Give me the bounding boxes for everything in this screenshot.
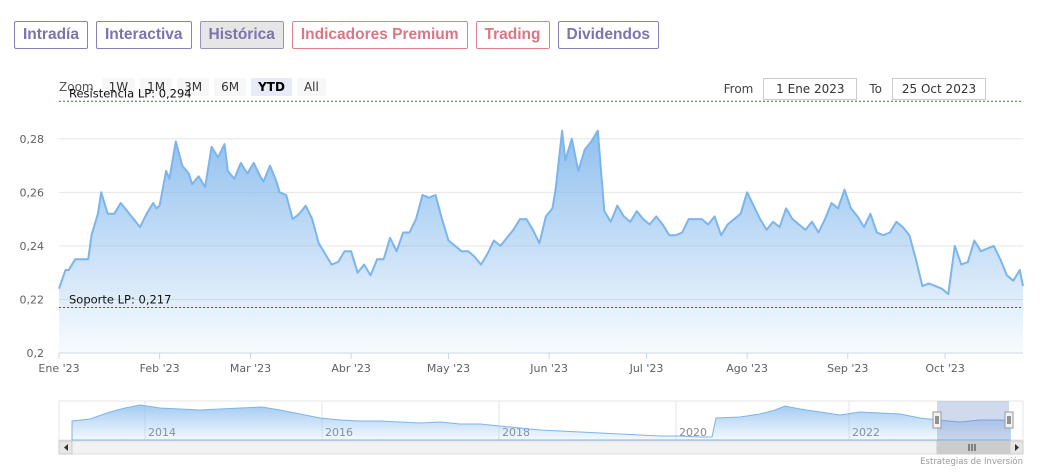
x-tick-label: May '23 xyxy=(427,362,470,375)
price-series-line xyxy=(58,129,1024,296)
credit-text: Estrategias de Inversión xyxy=(920,456,1023,467)
x-tick-label: Ene '23 xyxy=(38,362,79,375)
zoom-1w-button[interactable]: 1W xyxy=(101,78,136,96)
zoom-selector: Zoom 1W 1M 3M 6M YTD All xyxy=(59,78,331,96)
zoom-1m-button[interactable]: 1M xyxy=(140,78,173,96)
navigator-scrollbar[interactable] xyxy=(58,440,1024,455)
zoom-label: Zoom xyxy=(59,80,94,94)
plot-lines: Resistencia LP: 0,294 Soporte LP: 0,217 xyxy=(59,86,1023,308)
y-tick-label: 0,26 xyxy=(20,186,45,199)
scroll-left-button[interactable] xyxy=(58,440,73,455)
chart-tabs: Intradía Interactiva Histórica Indicador… xyxy=(14,21,660,49)
navigator-right-handle[interactable] xyxy=(1004,411,1014,429)
zoom-3m-button[interactable]: 3M xyxy=(177,78,210,96)
y-tick-label: 0,24 xyxy=(20,240,45,253)
x-tick-label: Jun '23 xyxy=(529,362,568,375)
x-tick-label: Jul '23 xyxy=(629,362,664,375)
zoom-ytd-button[interactable]: YTD xyxy=(251,78,292,96)
tab-indicadores-premium[interactable]: Indicadores Premium xyxy=(291,21,468,49)
x-tick-label: Sep '23 xyxy=(827,362,868,375)
tab-trading[interactable]: Trading xyxy=(475,21,550,49)
from-label: From xyxy=(723,82,754,96)
support-label: Soporte LP: 0,217 xyxy=(69,292,171,306)
tab-intradia[interactable]: Intradía xyxy=(14,21,88,49)
x-tick-label: Ago '23 xyxy=(726,362,768,375)
price-area-fill xyxy=(59,130,1023,353)
navigator-series xyxy=(71,404,1011,441)
x-tick-label: Mar '23 xyxy=(230,362,271,375)
x-tick-label: Oct '23 xyxy=(925,362,965,375)
navigator-year-label: 2020 xyxy=(679,426,707,439)
price-area xyxy=(58,129,1024,353)
navigator-selection[interactable] xyxy=(937,401,1009,440)
tab-historica[interactable]: Histórica xyxy=(199,21,284,49)
x-tick-label: Abr '23 xyxy=(331,362,371,375)
y-tick-label: 0,28 xyxy=(20,133,45,146)
to-label: To xyxy=(869,82,882,96)
from-date-input[interactable]: 1 Ene 2023 xyxy=(763,78,858,100)
x-tick-label: Feb '23 xyxy=(140,362,180,375)
to-date-input[interactable]: 25 Oct 2023 xyxy=(892,78,986,100)
navigator-left-handle[interactable] xyxy=(932,411,942,429)
y-axis: 0,2 0,22 0,24 0,26 0,28 xyxy=(20,133,45,360)
tab-interactiva[interactable]: Interactiva xyxy=(95,21,192,49)
y-tick-label: 0,22 xyxy=(20,293,45,306)
zoom-6m-button[interactable]: 6M xyxy=(214,78,247,96)
scrollbar-thumb[interactable] xyxy=(936,440,1010,455)
tab-dividendos[interactable]: Dividendos xyxy=(557,21,660,49)
date-range: From 1 Ene 2023 To 25 Oct 2023 xyxy=(724,78,986,100)
resistance-label: Resistencia LP: 0,294 xyxy=(69,86,192,100)
x-axis: Ene '23 Feb '23 Mar '23 Abr '23 May '23 Jun '… xyxy=(38,352,1023,375)
y-tick-label: 0,2 xyxy=(27,347,45,360)
navigator[interactable]: 20142016201820202022 xyxy=(58,400,1024,455)
zoom-all-button[interactable]: All xyxy=(296,78,326,96)
scroll-right-button[interactable] xyxy=(1009,440,1024,455)
